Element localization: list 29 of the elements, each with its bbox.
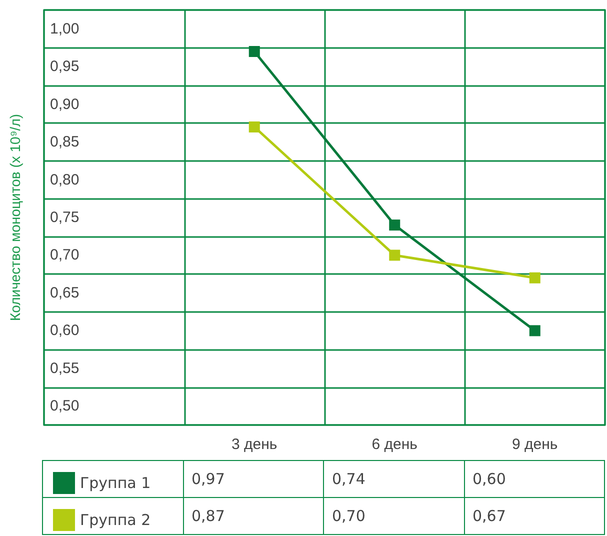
data-label: 0,60 [464,460,604,498]
y-tick-label: 0,60 [50,322,80,340]
data-label: 0,87 [183,498,324,534]
point [529,272,540,284]
y-tick-label: 0,90 [50,96,80,113]
y-tick-label: 0,80 [50,171,80,188]
legend-label: Группа 1 [80,474,151,492]
point [389,220,400,231]
data-label: 0,97 [183,460,324,498]
y-axis-title: Количество моноцитов (x 10⁹/л) [7,114,23,322]
legend-label: Группа 2 [80,511,151,529]
data-label: 0,70 [324,498,464,534]
y-tick-label: 0,95 [50,58,80,76]
point [248,46,260,57]
y-tick-label: 0,65 [50,284,80,302]
x-tick-label: 3 день [232,436,278,453]
y-tick-label: 1,00 [50,20,80,38]
x-tick-label: 6 день [372,436,418,453]
point [389,250,400,261]
y-tick-label: 0,75 [50,209,80,226]
data-label: 0,74 [324,460,464,498]
point [248,121,260,132]
point [529,325,540,336]
y-tick-label: 0,70 [50,246,80,264]
data-label: 0,67 [464,498,604,534]
y-tick-label: 0,50 [50,398,80,415]
x-tick-label: 9 день [512,436,558,453]
y-tick-label: 0,55 [50,360,80,377]
y-tick-label: 0,85 [50,134,80,151]
